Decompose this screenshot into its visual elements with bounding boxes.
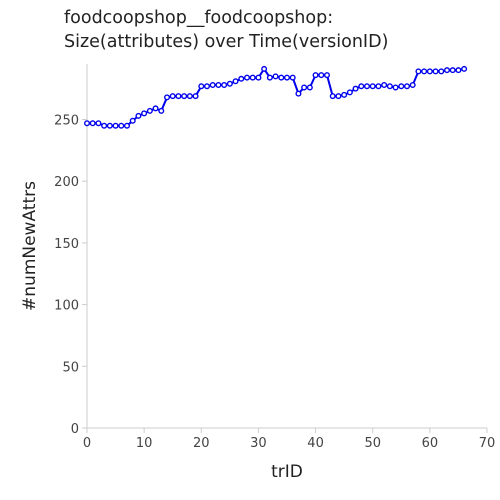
data-point [421, 68, 428, 75]
x-tick-label: 50 [364, 436, 381, 451]
y-tick-label: 200 [54, 175, 79, 190]
data-point [266, 74, 273, 81]
data-point [186, 93, 193, 100]
data-point [238, 75, 245, 82]
data-point [175, 93, 182, 100]
data-point [306, 84, 313, 91]
data-point [181, 93, 188, 100]
data-point [95, 120, 102, 127]
data-point [198, 83, 205, 90]
data-point [209, 81, 216, 88]
data-point [295, 90, 302, 97]
y-axis-label: #numNewAttrs [20, 181, 40, 311]
data-point [318, 72, 325, 79]
data-point [118, 122, 125, 129]
y-tick-label: 250 [54, 114, 79, 129]
data-point [221, 81, 228, 88]
data-point [203, 83, 210, 90]
data-point [192, 93, 199, 100]
data-point [152, 105, 159, 112]
data-point [352, 85, 359, 92]
data-point [278, 74, 285, 81]
data-point [438, 68, 445, 75]
y-tick-label: 150 [54, 237, 79, 252]
x-tick-label: 20 [193, 436, 210, 451]
data-point [375, 83, 382, 90]
data-point [409, 81, 416, 88]
data-point [346, 89, 353, 96]
data-point [392, 84, 399, 91]
data-point [123, 122, 130, 129]
data-point [261, 65, 268, 72]
data-point [386, 83, 393, 90]
chart-title-line-1: foodcoopshop__foodcoopshop: [64, 8, 334, 28]
y-tick-label: 50 [62, 360, 79, 375]
x-axis-label: trID [271, 462, 303, 482]
x-tick-label: 60 [422, 436, 439, 451]
data-point [324, 72, 331, 79]
data-point [232, 78, 239, 85]
data-point [101, 122, 108, 129]
data-point [249, 74, 256, 81]
data-point [301, 84, 308, 91]
x-tick-label: 40 [307, 436, 324, 451]
data-point [158, 107, 165, 114]
data-point [341, 91, 348, 98]
data-point [129, 117, 136, 124]
data-point [289, 74, 296, 81]
data-point [426, 68, 433, 75]
x-tick-label: 70 [479, 436, 496, 451]
data-point [112, 122, 119, 129]
x-tick-label: 0 [83, 436, 91, 451]
data-point [106, 122, 113, 129]
data-point [215, 81, 222, 88]
data-point [369, 83, 376, 90]
data-point [255, 74, 262, 81]
data-point [312, 72, 319, 79]
data-point [135, 112, 142, 119]
data-point [89, 120, 96, 127]
data-point [444, 67, 451, 74]
y-tick-label: 100 [54, 299, 79, 314]
y-tick-label: 0 [71, 422, 79, 437]
data-point [461, 65, 468, 72]
data-point [146, 107, 153, 114]
data-point [404, 83, 411, 90]
data-point [169, 93, 176, 100]
data-point [364, 83, 371, 90]
chart-title: foodcoopshop__foodcoopshop: Size(attribu… [64, 6, 388, 54]
data-point [415, 68, 422, 75]
data-point [358, 83, 365, 90]
chart-axes: 0 10 20 30 40 50 60 70 0 50 100 150 200 250 [54, 64, 495, 451]
data-point [432, 68, 439, 75]
data-point [335, 93, 342, 100]
data-point [284, 74, 291, 81]
data-point [449, 67, 456, 74]
chart-title-line-2: Size(attributes) over Time(versionID) [64, 32, 389, 52]
data-point [329, 93, 336, 100]
series-layer [83, 65, 468, 129]
x-tick-label: 30 [250, 436, 267, 451]
data-point [226, 80, 233, 87]
data-point [83, 120, 90, 127]
data-point [141, 110, 148, 117]
x-tick-label: 10 [136, 436, 153, 451]
data-point [381, 81, 388, 88]
data-point [272, 73, 279, 80]
data-point [455, 67, 462, 74]
data-point [163, 94, 170, 101]
data-point [243, 74, 250, 81]
data-point [398, 83, 405, 90]
